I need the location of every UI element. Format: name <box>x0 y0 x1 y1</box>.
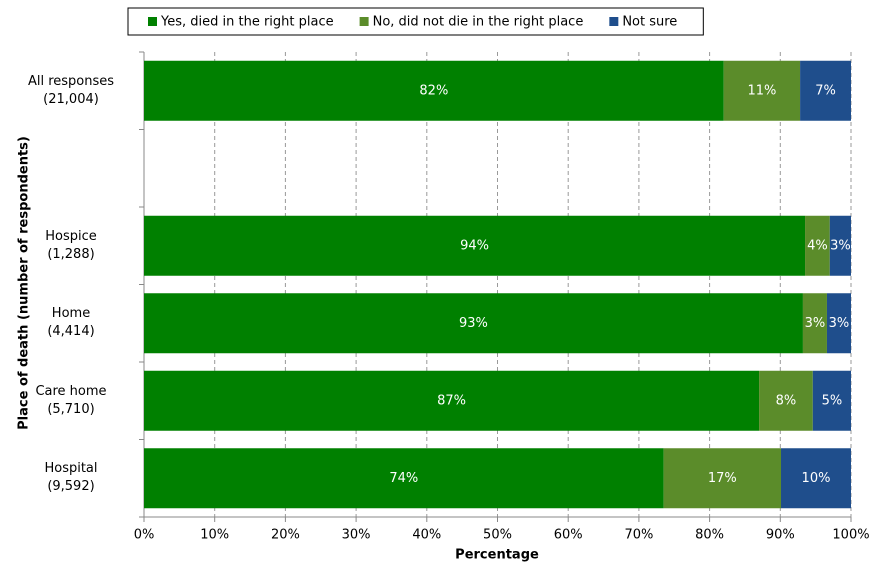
x-tick-label: 60% <box>554 528 583 543</box>
data-label: 5% <box>822 393 843 408</box>
bar-segment <box>800 60 851 121</box>
data-label: 11% <box>747 83 776 98</box>
legend-label: Yes, died in the right place <box>160 15 334 30</box>
data-label: 93% <box>459 316 488 331</box>
bar-segment <box>144 370 760 431</box>
x-tick-label: 40% <box>412 528 441 543</box>
y-tick-label: Hospital (9,592) <box>44 461 98 495</box>
legend-swatch <box>609 17 619 26</box>
x-tick-label: 30% <box>342 528 371 543</box>
data-label: 3% <box>830 238 851 253</box>
data-label: 82% <box>419 83 448 98</box>
x-tick-label: 70% <box>624 528 653 543</box>
x-axis-title: Percentage <box>455 548 539 563</box>
x-tick-label: 90% <box>766 528 795 543</box>
data-label: 3% <box>805 316 826 331</box>
x-tick-label: 100% <box>832 528 869 543</box>
data-label: 3% <box>829 316 850 331</box>
legend-label: No, did not die in the right place <box>373 15 584 30</box>
bar-segment <box>826 293 851 354</box>
x-tick-label: 50% <box>483 528 512 543</box>
data-label: 94% <box>460 238 489 253</box>
bar-segment <box>144 60 724 121</box>
legend-label: Not sure <box>622 15 677 30</box>
data-label: 4% <box>807 238 828 253</box>
y-tick-label: Hospice (1,288) <box>45 228 97 262</box>
bar-segment <box>663 448 782 509</box>
bar-segment <box>781 448 851 509</box>
y-tick-label: Home (4,414) <box>47 306 95 340</box>
bar-segment <box>759 370 813 431</box>
bar-segment <box>723 60 801 121</box>
data-label: 8% <box>776 393 797 408</box>
data-label: 17% <box>708 471 737 486</box>
data-label: 87% <box>437 393 466 408</box>
bar-segment <box>144 215 806 276</box>
x-tick-label: 0% <box>134 528 155 543</box>
legend-swatch <box>148 17 157 26</box>
data-label: 74% <box>389 471 418 486</box>
legend-box <box>127 7 704 36</box>
bar-segment <box>144 448 664 509</box>
data-label: 10% <box>802 471 831 486</box>
data-label: 7% <box>815 83 836 98</box>
x-tick-label: 20% <box>271 528 300 543</box>
bar-segment <box>144 293 803 354</box>
x-tick-label: 80% <box>695 528 724 543</box>
y-axis-title: Place of death (number of respondents) <box>17 136 32 430</box>
bar-segment <box>812 370 851 431</box>
bar-segment <box>829 215 851 276</box>
x-tick-label: 10% <box>200 528 229 543</box>
legend-swatch <box>359 17 369 26</box>
bar-segment <box>802 293 827 354</box>
bar-segment <box>805 215 830 276</box>
y-tick-label: Care home (5,710) <box>35 383 107 417</box>
y-tick-label: All responses (21,004) <box>27 73 115 107</box>
